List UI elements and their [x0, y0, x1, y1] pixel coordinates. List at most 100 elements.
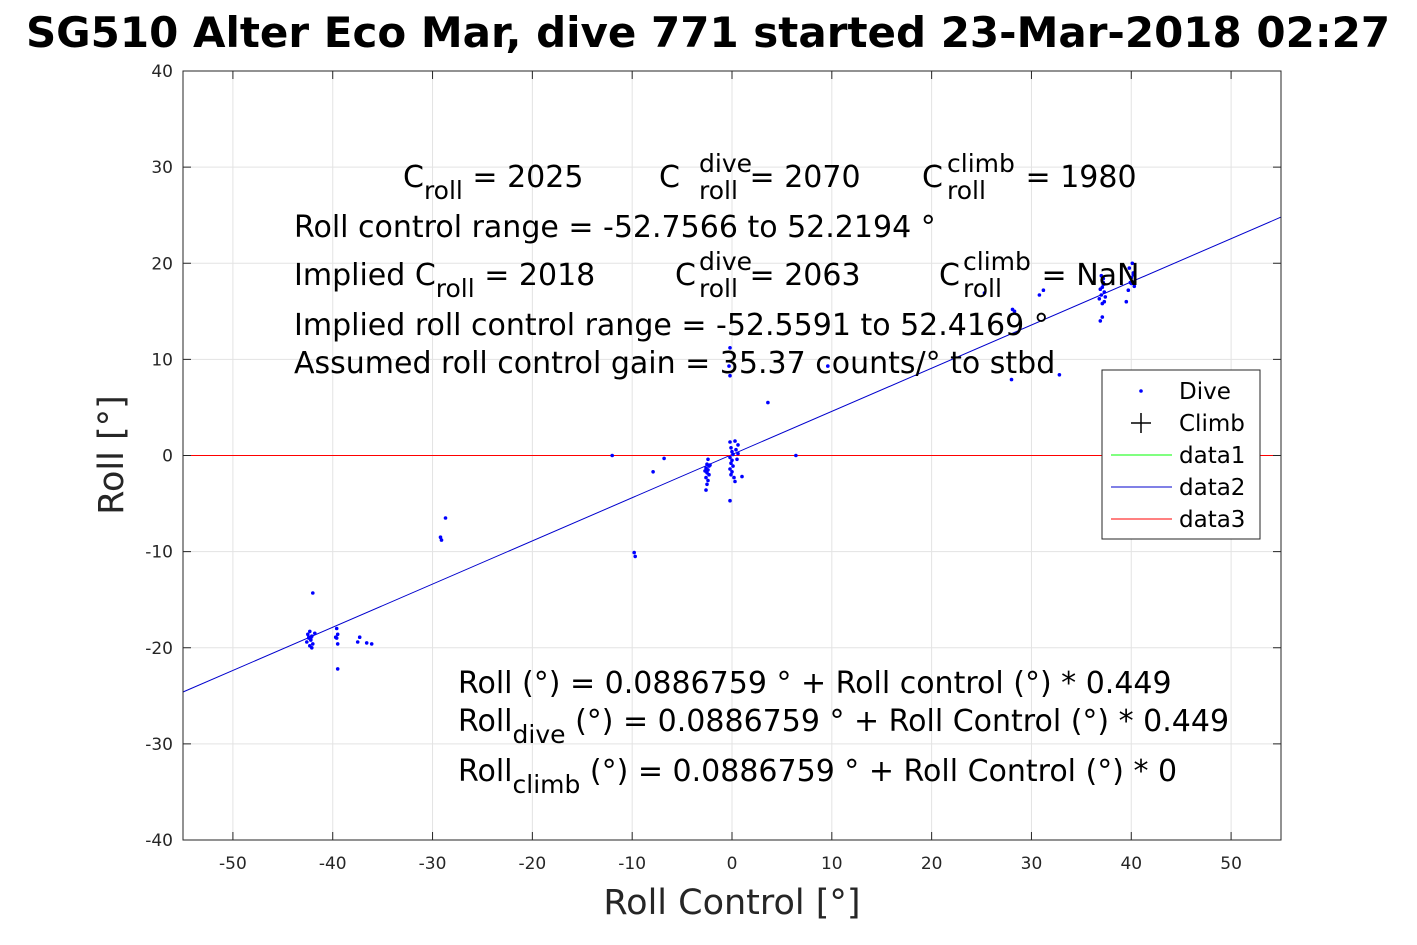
x-tick-label: 20	[921, 854, 943, 874]
dive-point	[438, 535, 443, 539]
dive-point	[1041, 288, 1046, 293]
dive-point	[734, 447, 738, 452]
dive-point	[335, 667, 340, 671]
dive-point	[704, 475, 708, 480]
y-tick-label: 40	[151, 62, 173, 82]
x-tick-label: 10	[821, 854, 843, 874]
dive-point	[736, 451, 740, 456]
legend-dive-marker	[1139, 389, 1143, 393]
dive-point	[357, 635, 362, 639]
dive-point	[309, 637, 313, 641]
annotation-implied-c-roll: Implied Croll = 2018	[294, 258, 595, 303]
dive-point	[736, 443, 740, 447]
dive-point	[306, 632, 310, 637]
x-tick-label: -10	[618, 854, 646, 874]
dive-point	[334, 636, 339, 640]
dive-point	[1132, 284, 1137, 289]
dive-point	[1009, 377, 1014, 382]
y-tick-label: -30	[145, 735, 173, 755]
dive-point	[632, 550, 636, 555]
dive-point	[1124, 299, 1129, 304]
dive-point	[305, 640, 309, 644]
dive-point	[1100, 301, 1105, 306]
dive-point	[707, 472, 711, 477]
dive-point	[1099, 293, 1104, 297]
y-tick-label: 30	[151, 158, 173, 178]
x-ticks: -50 -40 -30 -20 -10 0 10 20 30 40 50	[219, 71, 1242, 874]
dive-point	[794, 453, 798, 458]
chart-title: SG510 Alter Eco Mar, dive 771 started 23…	[26, 8, 1390, 57]
dive-point	[730, 470, 734, 474]
x-tick-label: -20	[518, 854, 546, 874]
dive-point	[766, 400, 770, 405]
x-axis-label: Roll Control [°]	[603, 883, 860, 923]
dive-point	[826, 364, 830, 368]
dive-point	[1127, 266, 1132, 270]
dive-point	[443, 516, 448, 520]
dive-point	[729, 472, 733, 477]
x-tick-label: -40	[319, 854, 347, 874]
dive-point	[1101, 276, 1106, 281]
dive-point	[708, 463, 712, 467]
dive-point	[1126, 288, 1131, 293]
dive-point	[703, 469, 707, 473]
y-tick-label: 0	[162, 447, 173, 467]
dive-point	[730, 458, 734, 463]
dive-point	[1012, 309, 1017, 314]
dive-point	[729, 461, 733, 466]
dive-point	[334, 626, 339, 631]
dive-point	[706, 468, 710, 472]
legend: Dive Climb data1 data2 data3	[1101, 369, 1261, 540]
dive-point	[439, 538, 444, 542]
dive-point	[1099, 273, 1104, 278]
dive-point	[311, 642, 315, 646]
dive-point	[705, 482, 709, 487]
dive-point	[728, 455, 732, 460]
dive-point	[731, 452, 735, 457]
dive-point	[733, 479, 737, 484]
dive-point	[1130, 261, 1135, 266]
dive-point	[1098, 319, 1103, 323]
dive-point	[1103, 295, 1108, 299]
dive-point	[310, 634, 314, 638]
dive-point	[355, 640, 360, 644]
dive-point	[728, 467, 732, 471]
legend-climb-label: Climb	[1179, 411, 1245, 437]
annotation-fit-roll: Roll (°) = 0.0886759 ° + Roll control (°…	[458, 666, 1172, 701]
dive-point	[727, 364, 731, 368]
annotation-fit-roll-climb: Rollclimb (°) = 0.0886759 ° + Roll Contr…	[458, 754, 1177, 799]
legend-data1-label: data1	[1179, 443, 1245, 469]
dive-point	[662, 456, 666, 461]
legend-data3-label: data3	[1179, 507, 1245, 533]
dive-points	[305, 261, 1137, 671]
x-tick-label: 0	[727, 854, 738, 874]
dive-point	[706, 478, 710, 483]
dive-point	[1102, 290, 1107, 294]
dive-point	[313, 631, 317, 636]
dive-point	[1097, 297, 1102, 301]
dive-point	[728, 498, 732, 503]
dive-point	[1131, 273, 1136, 277]
y-tick-label: -40	[145, 831, 173, 851]
dive-point	[1129, 281, 1134, 286]
dive-point	[728, 346, 732, 350]
annotation-roll-control-range: Roll control range = -52.7566 to 52.2194…	[294, 210, 936, 245]
x-tick-label: 50	[1220, 854, 1242, 874]
dive-point	[706, 457, 710, 462]
dive-point	[704, 488, 708, 492]
dive-point	[731, 464, 735, 468]
dive-point	[308, 629, 312, 634]
dive-point	[364, 641, 369, 645]
dive-point	[1101, 282, 1106, 287]
dive-point	[735, 457, 739, 462]
annotation-implied-range: Implied roll control range = -52.5591 to…	[294, 308, 1049, 343]
x-tick-label: -30	[419, 854, 447, 874]
legend-dive-label: Dive	[1179, 379, 1231, 405]
dive-point	[335, 632, 340, 637]
dive-point	[335, 642, 340, 646]
